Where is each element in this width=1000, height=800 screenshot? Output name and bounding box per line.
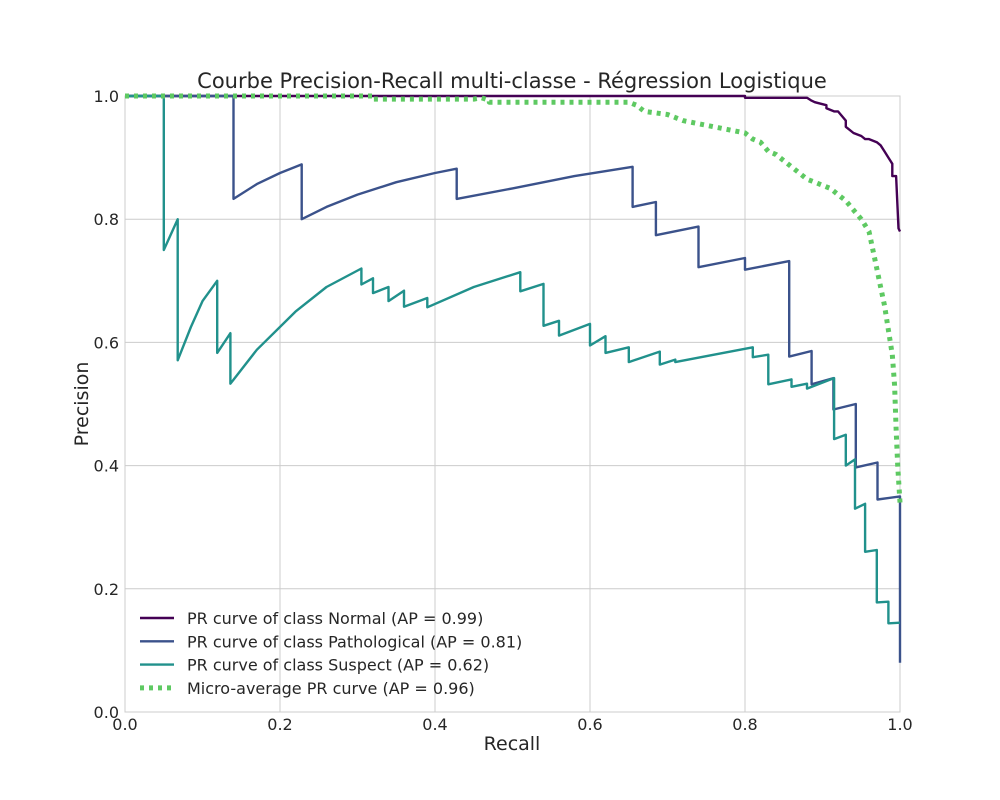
series-group [125, 93, 903, 663]
x-tick-label: 0.0 [112, 715, 137, 734]
legend-entry: PR curve of class Pathological (AP = 0.8… [187, 632, 522, 651]
x-tick-label: 0.6 [577, 715, 602, 734]
x-tick-label: 0.4 [422, 715, 447, 734]
plot-area [125, 96, 900, 712]
y-axis-label: Precision [71, 362, 93, 447]
legend-entry: PR curve of class Normal (AP = 0.99) [187, 609, 483, 628]
y-tick-label: 0.4 [94, 457, 119, 476]
x-axis-label: Recall [484, 733, 541, 755]
x-tick-label: 1.0 [887, 715, 912, 734]
x-tick-label: 0.8 [732, 715, 757, 734]
x-tick-label: 0.2 [267, 715, 292, 734]
legend-entry: PR curve of class Suspect (AP = 0.62) [187, 656, 489, 675]
legend-entry: Micro-average PR curve (AP = 0.96) [187, 679, 475, 698]
series-line-1 [125, 94, 902, 233]
y-tick-label: 0.2 [94, 580, 119, 599]
y-tick-label: 0.0 [94, 703, 119, 722]
y-tick-label: 0.8 [94, 210, 119, 229]
tick-labels: 0.0 0.2 0.4 0.6 0.8 1.0 0.0 0.2 0.4 0.6 0.8 1.0 [94, 87, 913, 734]
series-line-3 [125, 94, 901, 625]
series-line-4 [125, 93, 903, 503]
y-tick-label: 0.6 [94, 333, 119, 352]
chart-title: Courbe Precision-Recall multi-classe - R… [197, 69, 827, 93]
series-line-2 [125, 94, 902, 663]
y-tick-label: 1.0 [94, 87, 119, 106]
legend: PR curve of class Normal (AP = 0.99) PR c… [140, 609, 522, 698]
